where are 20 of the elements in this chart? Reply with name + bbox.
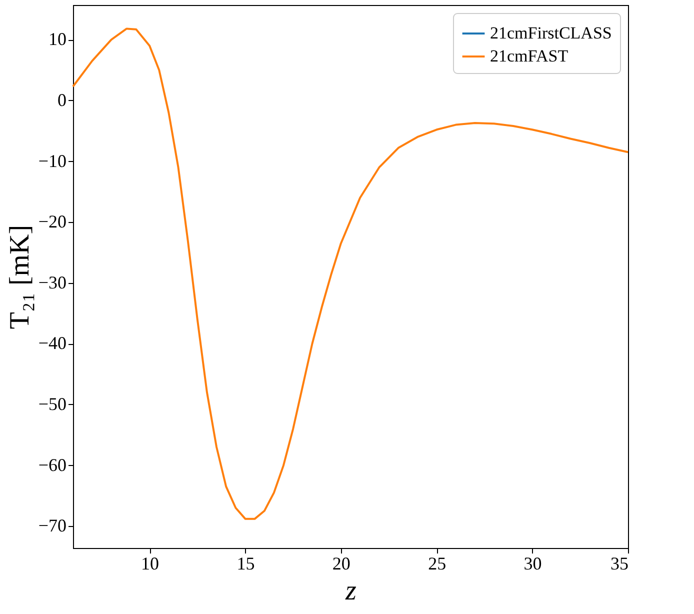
x-tick-label: 30 [524, 554, 542, 574]
y-tick-label: −40 [38, 333, 66, 354]
y-tick-label: −70 [38, 516, 66, 536]
y-tick-label: −30 [38, 272, 66, 292]
legend-label: 21cmFAST [490, 46, 569, 66]
x-tick-label: 20 [332, 554, 350, 574]
y-tick-label: 10 [48, 29, 66, 50]
line-series [72, 28, 629, 520]
x-tick-label: 25 [428, 554, 446, 574]
y-tick-label: −20 [38, 212, 66, 232]
y-tick-label: 0 [58, 90, 66, 110]
y-tick-label: −10 [38, 150, 66, 171]
y-tick-label: −60 [38, 454, 66, 475]
x-tick-label: 10 [141, 554, 160, 574]
legend-label: 21cmFirstCLASS [490, 24, 612, 42]
y-axis-title: T₂₁ [mK] [4, 224, 36, 330]
x-axis-title: z [344, 576, 357, 606]
x-tick-label: 15 [236, 554, 255, 574]
y-tick-label: −50 [38, 394, 66, 414]
x-tick-label: 35 [610, 554, 628, 574]
